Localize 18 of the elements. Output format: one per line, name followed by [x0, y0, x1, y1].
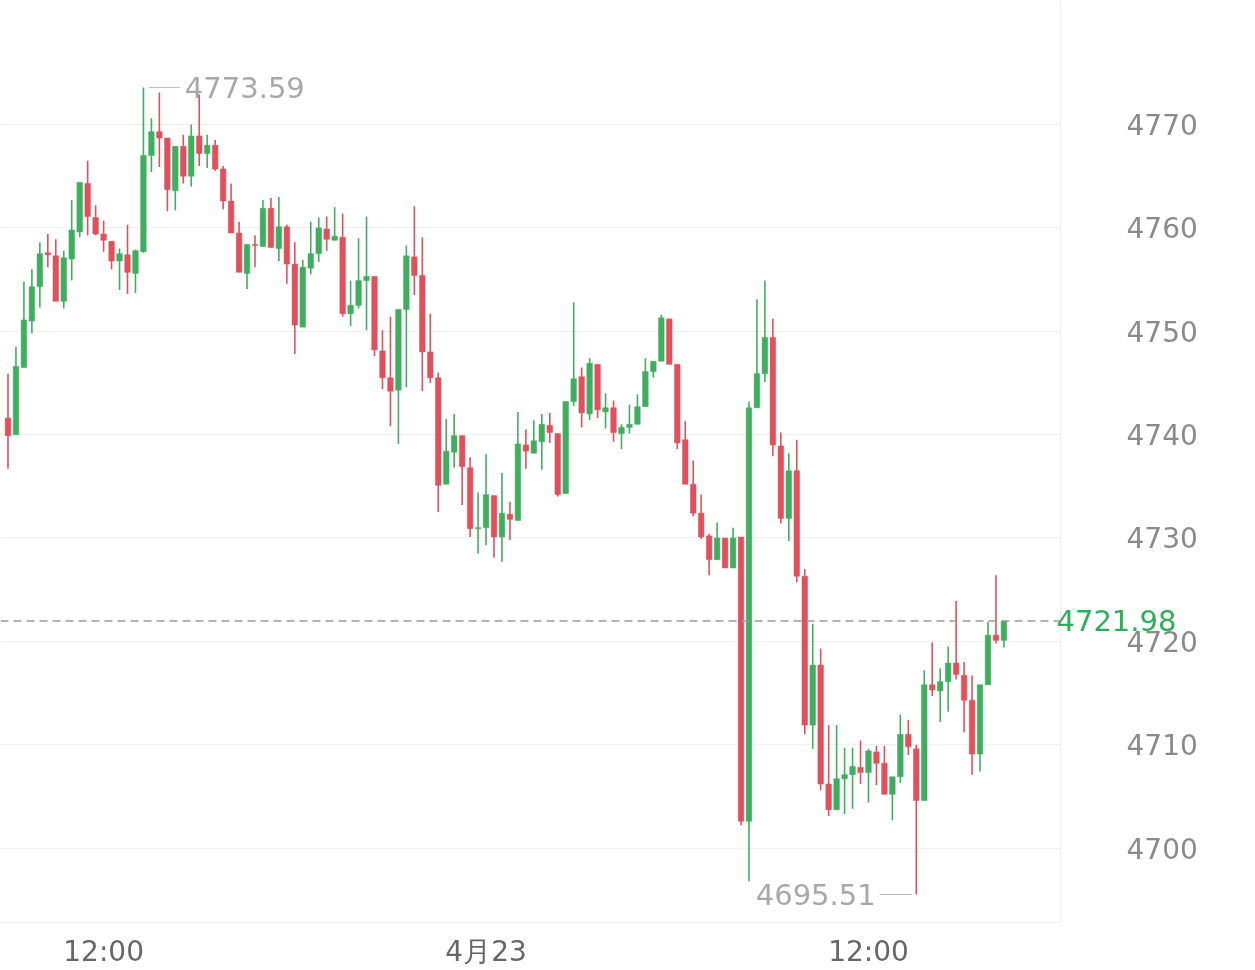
annotation: 4773.59	[184, 70, 305, 105]
candlestick	[44, 234, 51, 268]
candlestick	[722, 537, 729, 569]
y-tick-label: 4760	[1126, 212, 1198, 246]
y-tick-label: 4710	[1126, 729, 1198, 763]
y-tick-label: 4750	[1126, 315, 1198, 349]
y-tick-label: 4740	[1126, 419, 1198, 453]
x-tick-label: 4月23	[445, 934, 527, 968]
x-tick-label: 12:00	[63, 934, 144, 968]
y-tick-label: 4700	[1126, 832, 1198, 866]
candlestick	[522, 429, 529, 469]
y-tick-label: 4770	[1126, 109, 1198, 143]
y-tick-label: 4730	[1126, 522, 1198, 556]
x-tick-label: 12:00	[828, 934, 909, 968]
candlestick	[929, 642, 936, 697]
candlestick	[937, 668, 944, 722]
annotation: 4695.51	[755, 877, 876, 912]
candlestick	[475, 492, 482, 554]
